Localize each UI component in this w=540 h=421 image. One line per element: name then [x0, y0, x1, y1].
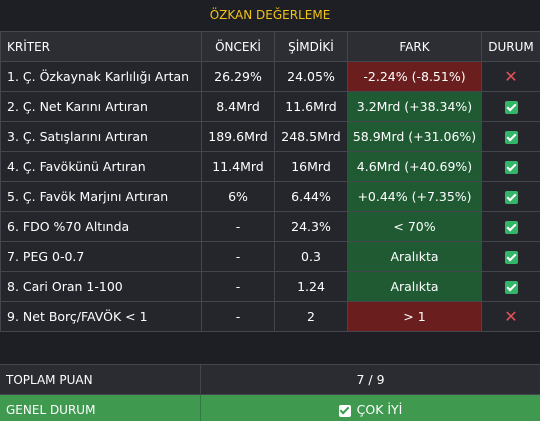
current-cell: 6.44%: [274, 181, 348, 212]
table-row: 6. FDO %70 Altında -24.3% < 70%: [0, 211, 540, 242]
current-cell: 0.3: [274, 241, 348, 272]
current-cell: 24.05%: [274, 61, 348, 92]
criteria-cell: 3. Ç. Satışlarını Artıran: [0, 121, 202, 152]
header-kriter: KRİTER: [0, 31, 202, 62]
status-cell: ✕: [481, 301, 540, 332]
previous-cell: 189.6Mrd: [201, 121, 275, 152]
previous-cell: -: [201, 241, 275, 272]
check-icon: [504, 281, 518, 294]
difference-cell: +0.44% (+7.35%): [347, 181, 482, 212]
general-status-value: ÇOK İYİ: [201, 395, 540, 421]
header-onceki: ÖNCEKİ: [201, 31, 275, 62]
check-icon: [504, 131, 518, 144]
status-cell: [481, 181, 540, 212]
check-icon: [504, 251, 518, 264]
current-cell: 2: [274, 301, 348, 332]
criteria-cell: 4. Ç. Favökünü Artıran: [0, 151, 202, 182]
table-row: 8. Cari Oran 1-100-1.24 Aralıkta: [0, 271, 540, 302]
criteria-cell: 9. Net Borç/FAVÖK < 1: [0, 301, 202, 332]
check-icon: [504, 191, 518, 204]
difference-cell: > 1: [347, 301, 482, 332]
difference-cell: 4.6Mrd (+40.69%): [347, 151, 482, 182]
check-icon: [504, 161, 518, 174]
criteria-table: KRİTER ÖNCEKİ ŞİMDİKİ FARK DURUM 1. Ç. Ö…: [0, 31, 540, 332]
status-cell: [481, 91, 540, 122]
general-status-label: GENEL DURUM: [0, 395, 201, 421]
table-row: 2. Ç. Net Karını Artıran 8.4Mrd 11.6Mrd 3.2…: [0, 91, 540, 122]
table-row: 4. Ç. Favökünü Artıran 11.4Mrd 16Mrd 4.6Mrd…: [0, 151, 540, 182]
table-row: 1. Ç. Özkaynak Karlılığı Artan 26.29% 24.0…: [0, 61, 540, 92]
previous-cell: -: [201, 301, 275, 332]
header-simdiki: ŞİMDİKİ: [274, 31, 348, 62]
check-icon: [338, 404, 351, 417]
previous-cell: -: [201, 211, 275, 242]
cross-icon: ✕: [504, 306, 518, 326]
total-score-value: 7 / 9: [356, 372, 385, 387]
previous-cell: -: [201, 271, 275, 302]
table-row: 9. Net Borç/FAVÖK < 1-2 > 1 ✕: [0, 301, 540, 332]
status-cell: [481, 211, 540, 242]
status-cell: [481, 151, 540, 182]
header-durum: DURUM: [481, 31, 540, 62]
previous-cell: 8.4Mrd: [201, 91, 275, 122]
status-cell: ✕: [481, 61, 540, 92]
difference-cell: -2.24% (-8.51%): [347, 61, 482, 92]
current-cell: 1.24: [274, 271, 348, 302]
general-status-row: GENEL DURUM ÇOK İYİ: [0, 394, 540, 421]
header-fark: FARK: [347, 31, 482, 62]
difference-cell: Aralıkta: [347, 241, 482, 272]
criteria-cell: 8. Cari Oran 1-100: [0, 271, 202, 302]
status-cell: [481, 241, 540, 272]
criteria-cell: 6. FDO %70 Altında: [0, 211, 202, 242]
table-row: 7. PEG 0-0.7-0.3 Aralıkta: [0, 241, 540, 272]
previous-cell: 11.4Mrd: [201, 151, 275, 182]
criteria-cell: 5. Ç. Favök Marjını Artıran: [0, 181, 202, 212]
criteria-cell: 2. Ç. Net Karını Artıran: [0, 91, 202, 122]
general-status-text: ÇOK İYİ: [356, 402, 403, 417]
difference-cell: 58.9Mrd (+31.06%): [347, 121, 482, 152]
previous-cell: 6%: [201, 181, 275, 212]
current-cell: 24.3%: [274, 211, 348, 242]
cross-icon: ✕: [504, 66, 518, 86]
status-cell: [481, 271, 540, 302]
table-row: 3. Ç. Satışlarını Artıran 189.6Mrd 248.5Mr…: [0, 121, 540, 152]
criteria-cell: 1. Ç. Özkaynak Karlılığı Artan: [0, 61, 202, 92]
difference-cell: Aralıkta: [347, 271, 482, 302]
status-cell: [481, 121, 540, 152]
current-cell: 16Mrd: [274, 151, 348, 182]
panel-title: ÖZKAN DEĞERLEME: [0, 0, 540, 31]
table-row: 5. Ç. Favök Marjını Artıran 6% 6.44% +0.44%…: [0, 181, 540, 212]
check-icon: [504, 101, 518, 114]
check-icon: [504, 221, 518, 234]
current-cell: 248.5Mrd: [274, 121, 348, 152]
table-body: 1. Ç. Özkaynak Karlılığı Artan 26.29% 24.0…: [0, 61, 540, 332]
table-header-row: KRİTER ÖNCEKİ ŞİMDİKİ FARK DURUM: [0, 31, 540, 62]
spacer: [0, 332, 540, 364]
current-cell: 11.6Mrd: [274, 91, 348, 122]
total-score-row: TOPLAM PUAN 7 / 9: [0, 364, 540, 394]
previous-cell: 26.29%: [201, 61, 275, 92]
criteria-cell: 7. PEG 0-0.7: [0, 241, 202, 272]
difference-cell: < 70%: [347, 211, 482, 242]
total-score-label: TOPLAM PUAN: [0, 365, 201, 394]
difference-cell: 3.2Mrd (+38.34%): [347, 91, 482, 122]
